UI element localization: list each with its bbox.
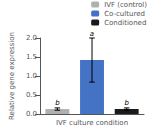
svg-text:Relative gene expression: Relative gene expression bbox=[8, 32, 16, 120]
svg-text:Conditioned: Conditioned bbox=[104, 19, 146, 27]
svg-text:b: b bbox=[55, 99, 60, 107]
svg-text:IVF culture condition: IVF culture condition bbox=[56, 119, 128, 127]
svg-text:0.5: 0.5 bbox=[26, 91, 37, 99]
svg-text:IVF (control): IVF (control) bbox=[104, 1, 147, 9]
svg-text:Co-cultured: Co-cultured bbox=[104, 10, 145, 18]
svg-text:2.0: 2.0 bbox=[26, 34, 37, 42]
svg-text:1.5: 1.5 bbox=[26, 53, 37, 61]
svg-text:a: a bbox=[90, 30, 94, 38]
svg-text:0.0: 0.0 bbox=[26, 110, 37, 118]
svg-text:b: b bbox=[124, 99, 129, 107]
svg-text:1.0: 1.0 bbox=[26, 72, 37, 80]
